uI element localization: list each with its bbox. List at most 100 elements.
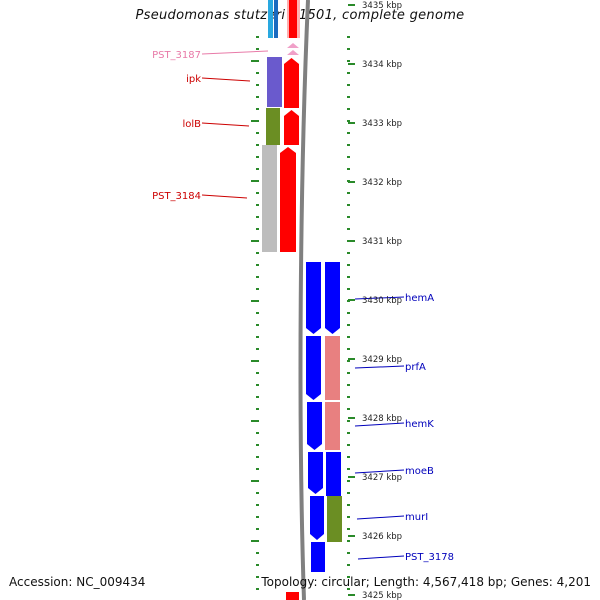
tick-mark	[347, 264, 350, 266]
tick-mark	[347, 552, 350, 554]
gene-label: PST_3187	[152, 50, 201, 61]
tick-mark	[256, 276, 259, 278]
tick-mark	[251, 420, 259, 422]
tick-mark	[256, 504, 259, 506]
tick-mark	[256, 372, 259, 374]
tick-mark	[347, 84, 350, 86]
tick-mark	[251, 180, 259, 182]
tick-mark	[347, 120, 350, 122]
tick-mark	[347, 432, 350, 434]
tick-mark	[256, 156, 259, 158]
tick-mark	[256, 348, 259, 350]
scale-label: 3426 kbp	[362, 532, 402, 542]
gene-segment	[262, 145, 277, 252]
gene-segment	[325, 336, 340, 400]
tick-mark	[256, 96, 259, 98]
tick-mark	[347, 156, 350, 158]
tick-mark	[347, 192, 350, 194]
tick-mark	[348, 476, 355, 478]
scale-label: 3432 kbp	[362, 178, 402, 188]
tick-mark	[347, 228, 350, 230]
tick-mark	[347, 288, 350, 290]
gene-segment	[327, 496, 342, 542]
tick-mark	[256, 192, 259, 194]
gene-segment	[266, 108, 280, 145]
gene-arrow	[307, 402, 322, 450]
tick-mark	[347, 408, 350, 410]
gene-arrow	[310, 496, 324, 540]
leader-line	[354, 296, 405, 300]
scale-label: 3425 kbp	[362, 591, 402, 600]
tick-mark	[251, 300, 259, 302]
tick-mark	[348, 535, 355, 537]
tick-mark	[347, 420, 350, 422]
tick-mark	[256, 36, 259, 38]
tick-mark	[347, 564, 350, 566]
tick-mark	[256, 252, 259, 254]
tick-mark	[256, 396, 259, 398]
leader-line	[354, 422, 405, 427]
tick-mark	[347, 480, 350, 482]
gene-segment	[289, 0, 297, 38]
leader-line	[201, 122, 250, 127]
gene-label: moeB	[405, 466, 434, 477]
gene-segment	[286, 592, 299, 600]
tick-mark	[251, 480, 259, 482]
tick-mark	[347, 504, 350, 506]
leader-line	[201, 50, 269, 55]
tick-mark	[348, 181, 355, 183]
backbone-line	[298, 0, 310, 600]
tick-mark	[251, 120, 259, 122]
tick-mark	[256, 264, 259, 266]
tick-mark	[347, 516, 350, 518]
tick-mark	[347, 336, 350, 338]
tick-mark	[256, 216, 259, 218]
leader-line	[354, 469, 405, 474]
leader-line	[201, 77, 251, 82]
tick-mark	[347, 444, 350, 446]
tick-mark	[347, 456, 350, 458]
tick-mark	[256, 516, 259, 518]
tick-mark	[347, 576, 350, 578]
tick-mark	[348, 417, 355, 419]
tick-mark	[256, 204, 259, 206]
tick-mark	[347, 492, 350, 494]
leader-line	[357, 555, 405, 560]
tick-mark	[348, 4, 355, 6]
scale-label: 3434 kbp	[362, 60, 402, 70]
tick-mark	[256, 408, 259, 410]
tick-mark	[348, 240, 355, 242]
tick-mark	[347, 60, 350, 62]
tick-mark	[256, 144, 259, 146]
backbone-path	[298, 0, 310, 600]
scale-label: 3428 kbp	[362, 414, 402, 424]
scale-labels: 3435 kbp 3434 kbp 3433 kbp 3432 kbp 3431 kbp…	[362, 1, 402, 600]
tick-mark	[251, 360, 259, 362]
leader-line	[201, 194, 248, 199]
tick-mark	[347, 540, 350, 542]
tick-mark	[347, 312, 350, 314]
tick-mark	[347, 36, 350, 38]
leader-line	[356, 515, 405, 520]
tick-mark	[251, 60, 259, 62]
tick-mark	[256, 168, 259, 170]
gene-label: PST_3178	[405, 552, 454, 563]
gene-arrow	[287, 50, 299, 55]
gene-label: PST_3184	[152, 191, 201, 202]
leader-line	[354, 365, 405, 369]
tick-mark	[348, 122, 355, 124]
gene-label: murI	[405, 512, 428, 523]
gene-arrow	[287, 43, 299, 48]
tick-mark	[256, 588, 259, 590]
tick-mark	[347, 396, 350, 398]
tick-mark	[256, 108, 259, 110]
gene-label: hemK	[405, 419, 434, 430]
tick-mark	[256, 288, 259, 290]
tick-mark	[347, 360, 350, 362]
tick-mark	[256, 312, 259, 314]
gene-arrow	[280, 147, 296, 252]
gene-arrow	[308, 452, 323, 494]
tick-mark	[251, 240, 259, 242]
gene-arrow	[306, 262, 321, 334]
